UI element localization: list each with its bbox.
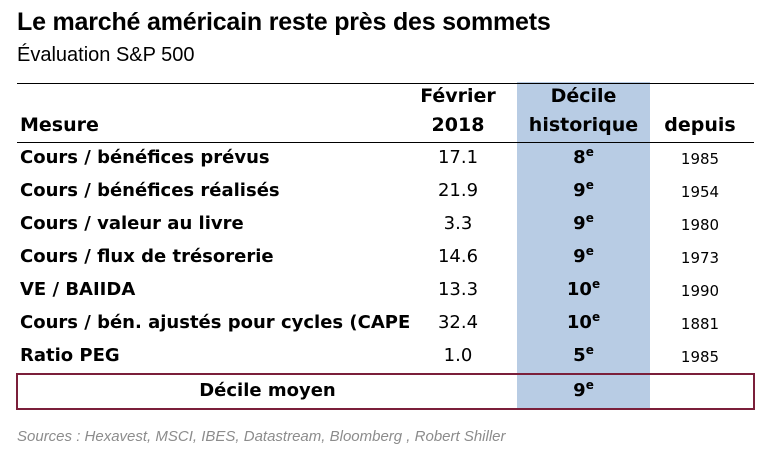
page-subtitle: Évaluation S&P 500 bbox=[17, 44, 195, 66]
header-value-line2: 2018 bbox=[431, 114, 485, 136]
row-since-year: 1973 bbox=[680, 249, 720, 267]
header-bottom-rule bbox=[17, 142, 754, 143]
row-measure-label: VE / BAIIDA bbox=[20, 279, 136, 300]
row-decile-suffix: e bbox=[585, 211, 594, 225]
row-since-year: 1881 bbox=[680, 315, 720, 333]
header-value-line1: Février bbox=[420, 85, 496, 107]
row-decile: 9e bbox=[517, 178, 650, 201]
row-decile: 8e bbox=[517, 145, 650, 168]
table-top-rule bbox=[17, 83, 754, 84]
row-decile-number: 9 bbox=[573, 180, 586, 201]
row-decile-number: 9 bbox=[573, 246, 586, 267]
row-decile-suffix: e bbox=[585, 244, 594, 258]
row-decile-suffix: e bbox=[591, 277, 601, 291]
header-decile-line1: Décile bbox=[550, 85, 617, 107]
row-decile: 10e bbox=[517, 310, 650, 333]
row-since-year: 1985 bbox=[680, 348, 720, 366]
row-decile-number: 10 bbox=[566, 312, 592, 333]
row-decile-number: 5 bbox=[573, 345, 586, 366]
row-since-year: 1990 bbox=[680, 282, 720, 300]
row-measure-label: Cours / flux de trésorerie bbox=[20, 246, 274, 267]
row-measure-label: Ratio PEG bbox=[20, 345, 120, 366]
row-decile-number: 10 bbox=[566, 279, 592, 300]
row-value: 21.9 bbox=[437, 180, 479, 201]
row-measure-label: Cours / valeur au livre bbox=[20, 213, 244, 234]
row-since-year: 1980 bbox=[680, 216, 720, 234]
average-label: Décile moyen bbox=[199, 380, 336, 401]
row-value: 14.6 bbox=[437, 246, 479, 267]
row-measure-label: Cours / bénéfices prévus bbox=[20, 147, 270, 168]
page-title: Le marché américain reste près des somme… bbox=[17, 8, 551, 36]
header-measure: Mesure bbox=[20, 114, 99, 136]
header-decile-line2: historique bbox=[528, 114, 639, 136]
row-decile: 9e bbox=[517, 211, 650, 234]
row-decile: 5e bbox=[517, 343, 650, 366]
row-decile: 10e bbox=[517, 277, 650, 300]
row-value: 13.3 bbox=[437, 279, 479, 300]
header-since: depuis bbox=[664, 114, 736, 136]
row-measure-label: Cours / bén. ajustés pour cycles (CAPE bbox=[20, 312, 411, 333]
row-decile-suffix: e bbox=[591, 310, 601, 324]
sources-note: Sources : Hexavest, MSCI, IBES, Datastre… bbox=[17, 428, 506, 445]
row-since-year: 1954 bbox=[680, 183, 720, 201]
row-decile-number: 9 bbox=[573, 213, 586, 234]
average-decile: 9e bbox=[573, 378, 594, 401]
decile-column-highlight bbox=[517, 82, 650, 409]
row-decile-number: 8 bbox=[573, 147, 586, 168]
row-value: 17.1 bbox=[437, 147, 479, 168]
row-value: 1.0 bbox=[443, 345, 473, 366]
row-measure-label: Cours / bénéfices réalisés bbox=[20, 180, 280, 201]
row-value: 32.4 bbox=[437, 312, 479, 333]
row-since-year: 1985 bbox=[680, 150, 720, 168]
row-decile: 9e bbox=[517, 244, 650, 267]
row-decile-suffix: e bbox=[585, 145, 594, 159]
average-row-box bbox=[16, 373, 755, 410]
row-decile-suffix: e bbox=[585, 343, 594, 357]
row-value: 3.3 bbox=[443, 213, 473, 234]
row-decile-suffix: e bbox=[585, 178, 594, 192]
